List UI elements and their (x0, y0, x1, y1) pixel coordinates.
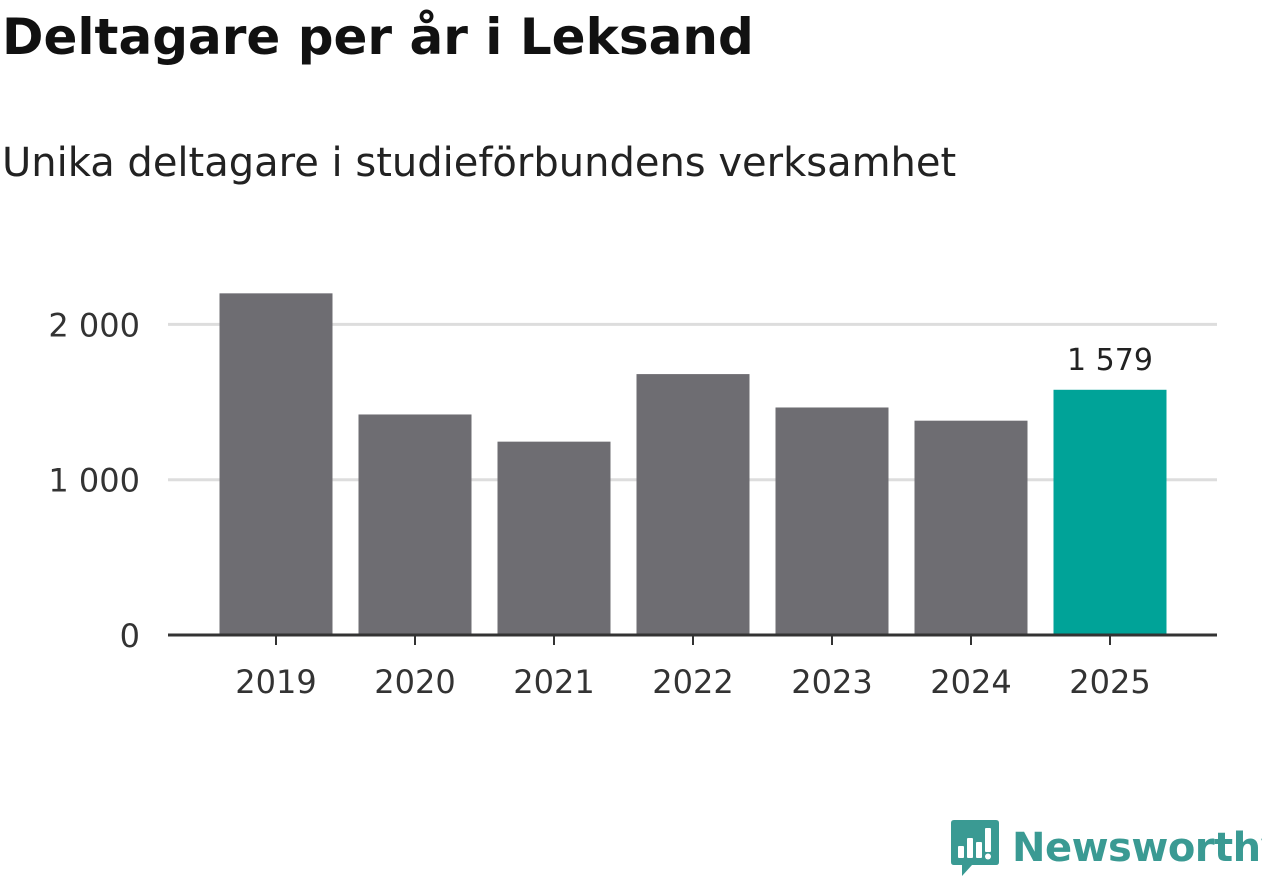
bar-2021 (497, 441, 611, 635)
newsworthy-logo: Newsworthy (950, 818, 1262, 878)
bar-2025 (1053, 389, 1167, 635)
y-tick-label: 0 (120, 617, 140, 655)
x-tick-label: 2021 (513, 663, 594, 701)
bar-2023 (775, 407, 889, 635)
x-tick-label: 2025 (1069, 663, 1150, 701)
bar-2020 (358, 414, 472, 635)
x-tick-label: 2022 (652, 663, 733, 701)
brand-name: Newsworthy (1012, 825, 1262, 871)
data-label: 1 579 (1067, 343, 1153, 378)
bar-2022 (636, 374, 750, 635)
bars (219, 293, 1167, 635)
y-tick-label: 1 000 (48, 462, 140, 500)
bar-2019 (219, 293, 333, 635)
x-tick-label: 2019 (235, 663, 316, 701)
x-tick-label: 2023 (791, 663, 872, 701)
labels: 0 1 000 2 000 2019 2020 2021 2022 2023 2024 2025 1… (48, 306, 1153, 701)
x-tick-label: 2020 (374, 663, 455, 701)
chart-subtitle: Unika deltagare i studieförbundens verks… (2, 140, 957, 186)
x-tick-label: 2024 (930, 663, 1011, 701)
axes (168, 633, 1217, 645)
bar-2024 (914, 420, 1028, 635)
y-tick-label: 2 000 (48, 306, 140, 344)
chart-title: Deltagare per år i Leksand (2, 8, 754, 66)
bar-chart-chat-icon (951, 820, 999, 876)
